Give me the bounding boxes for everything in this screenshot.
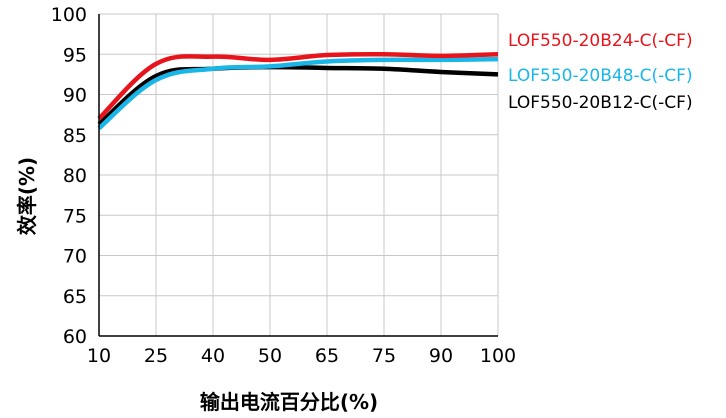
series-layer — [97, 51, 499, 131]
y-axis-title: 效率(%) — [15, 157, 39, 235]
x-tick-label: 65 — [315, 345, 339, 367]
x-tick-label: 75 — [372, 345, 396, 367]
legend-entry-2: LOF550-20B48-C(-CF) — [508, 66, 693, 86]
y-tick-label: 85 — [63, 125, 87, 147]
x-tick-label: 100 — [480, 345, 516, 367]
series-line-1 — [97, 51, 499, 121]
x-tick-label: 90 — [429, 345, 453, 367]
x-tick-label: 25 — [144, 345, 168, 367]
x-tick-label: 40 — [201, 345, 225, 367]
legend-layer: LOF550-20B24-C(-CF) LOF550-20B48-C(-CF) LO… — [508, 31, 693, 113]
y-tick-label: 100 — [51, 4, 87, 26]
legend-entry-1: LOF550-20B24-C(-CF) — [508, 31, 693, 51]
axis-layer: 60 65 70 75 80 85 90 95 100 10 25 40 50 65 75 90 100 — [51, 4, 516, 367]
series-line-3 — [97, 64, 499, 127]
y-tick-label: 75 — [63, 205, 87, 227]
y-tick-label: 60 — [63, 326, 87, 348]
y-tick-label: 90 — [63, 85, 87, 107]
y-tick-label: 95 — [63, 44, 87, 66]
series-line-2 — [97, 56, 499, 131]
y-tick-label: 65 — [63, 286, 87, 308]
x-tick-label: 50 — [258, 345, 282, 367]
x-axis-title: 输出电流百分比(%) — [200, 390, 378, 414]
legend-entry-3: LOF550-20B12-C(-CF) — [508, 93, 693, 113]
x-tick-label: 10 — [87, 345, 111, 367]
y-tick-label: 80 — [63, 165, 87, 187]
y-tick-label: 70 — [63, 246, 87, 268]
